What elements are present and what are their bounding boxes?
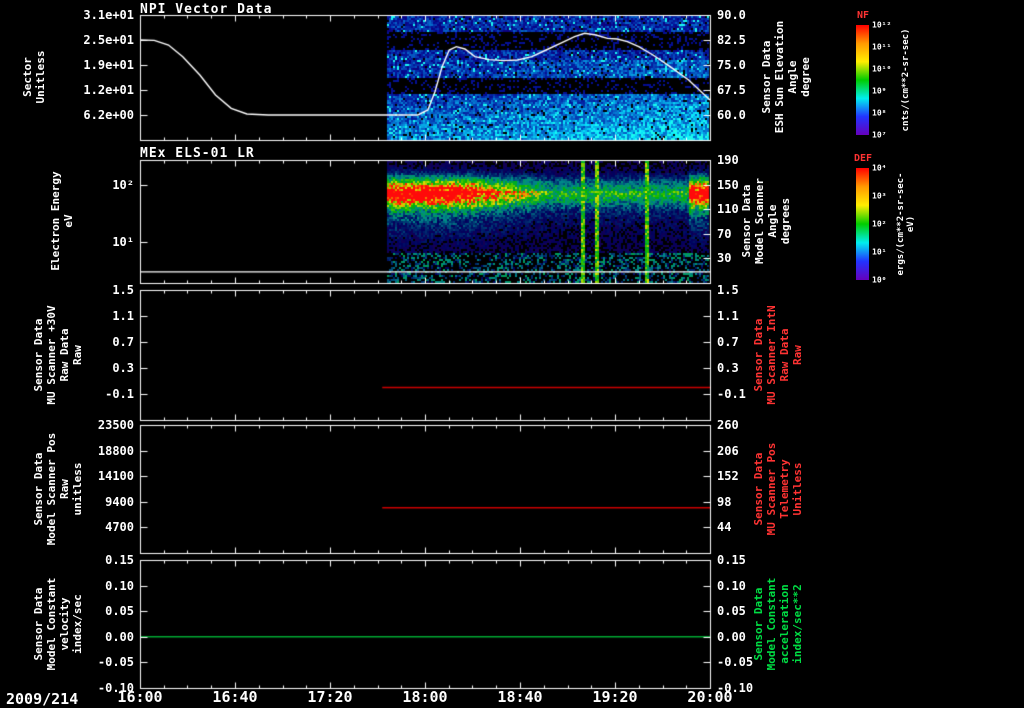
y-tick-label-right: 90.0 [717, 8, 746, 22]
y-tick-label-left: 1.1 [112, 309, 134, 323]
y-tick-label-left: 0.05 [105, 604, 134, 619]
colorbar-nf-unit-label: cnts/(cm**2-sr-sec) [901, 28, 911, 132]
panel-title-npi: NPI Vector Data [140, 2, 273, 17]
y-tick-label-right: 1.5 [717, 283, 739, 297]
y-tick-label-right: -0.05 [717, 655, 754, 670]
y-tick-label-left: 1.2e+01 [83, 83, 134, 97]
y-tick-label-right: 0.3 [717, 361, 739, 375]
y-tick-label-right: 0.10 [717, 578, 746, 593]
colorbar-tick-label: 10⁰ [872, 275, 887, 285]
y-tick-label-right: 110 [717, 202, 739, 217]
y-tick-label-right: 75.0 [717, 58, 746, 72]
x-tick-label: 16:00 [117, 688, 163, 706]
y-tick-label-right: 67.5 [717, 83, 746, 97]
colorbar-tick-label: 10⁸ [872, 108, 887, 118]
y-tick-label-left: 9400 [105, 494, 134, 509]
y-tick-label-right: 0.00 [717, 629, 746, 644]
y-tick-label-left: 0.15 [105, 553, 134, 567]
y-tick-label-right: 0.7 [717, 335, 739, 349]
y-tick-label-left: 10¹ [112, 235, 134, 250]
y-tick-label-left: 3.1e+01 [83, 8, 134, 22]
colorbar-nf [856, 25, 869, 135]
y-tick-label-right: 82.5 [717, 33, 746, 47]
y-tick-label-right: 0.15 [717, 553, 746, 567]
panel-title-els: MEx ELS-01 LR [140, 146, 255, 161]
x-tick-label: 19:20 [592, 688, 638, 706]
x-tick-label: 18:40 [497, 688, 543, 706]
x-tick-label: 16:40 [212, 688, 258, 706]
y-tick-label-right: 206 [717, 443, 739, 458]
colorbar-tick-label: 10¹² [872, 20, 892, 30]
y-tick-label-left: 0.7 [112, 335, 134, 349]
y-tick-label-left: 0.3 [112, 361, 134, 375]
y-tick-label-left: 0.00 [105, 629, 134, 644]
y-tick-label-right: -0.1 [717, 387, 746, 401]
date-label: 2009/214 [6, 690, 79, 708]
colorbar-tick-label: 10² [872, 219, 887, 229]
y-axis-label-model-constant-velocity: Sensor Data Model Constant velocity inde… [32, 577, 84, 671]
y-tick-label-left: -0.10 [97, 681, 134, 695]
right-axis-label-mu-scanner-intn: Sensor Data MU Scanner IntN Raw Data Raw [752, 305, 804, 405]
y-tick-label-left: 14100 [97, 469, 134, 484]
y-tick-label-right: 1.1 [717, 309, 739, 323]
y-tick-label-left: -0.05 [97, 655, 134, 670]
y-tick-label-right: 98 [717, 494, 732, 509]
y-tick-label-left: 23500 [97, 418, 134, 432]
right-axis-label-mu-scanner-pos: Sensor Data MU Scanner Pos Telemetry Uni… [752, 442, 804, 536]
y-tick-label-right: 150 [717, 177, 739, 192]
colorbar-tick-label: 10¹⁰ [872, 64, 892, 74]
colorbar-tick-label: 10⁷ [872, 130, 887, 140]
x-tick-label: 20:00 [687, 688, 733, 706]
colorbar-def [856, 168, 869, 280]
y-tick-label-right: -0.10 [717, 681, 754, 695]
y-tick-label-left: -0.1 [105, 387, 134, 401]
colorbar-tick-label: 10³ [872, 191, 887, 201]
y-tick-label-left: 1.9e+01 [83, 58, 134, 72]
y-tick-label-left: 2.5e+01 [83, 33, 134, 47]
y-tick-label-right: 60.0 [717, 108, 746, 122]
right-axis-label-scanner-angle: Sensor Data Model Scanner Angle degrees [740, 177, 792, 265]
y-tick-label-right: 260 [717, 418, 739, 432]
colorbar-def-title: DEF [853, 153, 873, 164]
y-tick-label-left: 10² [112, 177, 134, 192]
y-axis-label-sector: Sector Unitless [21, 50, 47, 104]
colorbar-nf-title: NF [856, 10, 870, 21]
y-tick-label-left: 18800 [97, 443, 134, 458]
colorbar-def-unit-label: ergs/(cm**2-sr-sec-eV) [896, 172, 916, 276]
y-tick-label-right: 44 [717, 520, 732, 535]
y-tick-label-right: 30 [717, 251, 732, 266]
y-tick-label-right: 0.05 [717, 604, 746, 619]
y-tick-label-right: 190 [717, 153, 739, 167]
y-tick-label-left: 6.2e+00 [83, 108, 134, 122]
x-tick-label: 18:00 [402, 688, 448, 706]
x-tick-label: 17:20 [307, 688, 353, 706]
y-axis-label-electron-energy: Electron Energy eV [49, 171, 75, 271]
right-axis-label-sun-elevation: Sensor Data ESH Sun Elevation Angle degr… [760, 20, 812, 134]
y-axis-label-mu-scanner-30v: Sensor Data MU Scanner +30V Raw Data Raw [32, 305, 84, 405]
colorbar-tick-label: 10⁹ [872, 86, 887, 96]
y-tick-label-right: 152 [717, 469, 739, 484]
y-tick-label-left: 4700 [105, 520, 134, 535]
colorbar-tick-label: 10¹ [872, 247, 887, 257]
colorbar-tick-label: 10¹¹ [872, 42, 892, 52]
y-tick-label-left: 0.10 [105, 578, 134, 593]
y-axis-label-model-scanner-pos: Sensor Data Model Scanner Pos Raw unitle… [32, 432, 84, 546]
right-axis-label-model-constant-acceleration: Sensor Data Model Constant acceleration … [752, 577, 804, 671]
colorbar-tick-label: 10⁴ [872, 163, 887, 173]
y-tick-label-right: 70 [717, 226, 732, 241]
y-tick-label-left: 1.5 [112, 283, 134, 297]
